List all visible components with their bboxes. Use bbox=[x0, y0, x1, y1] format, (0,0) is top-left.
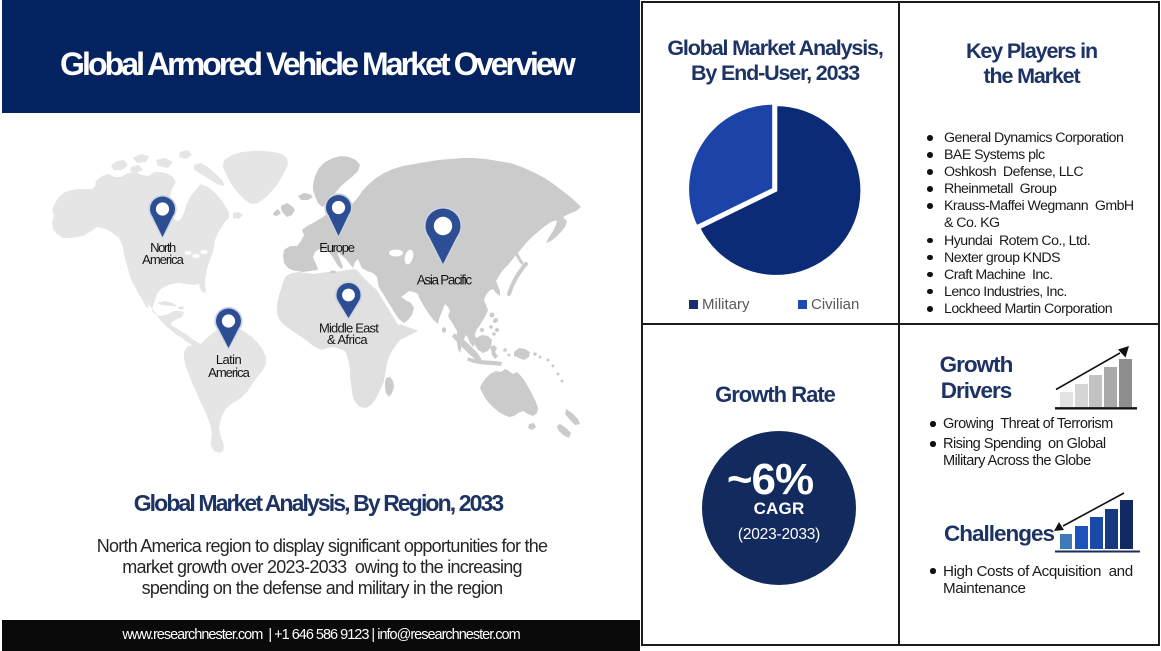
svg-text:North: North bbox=[150, 240, 176, 255]
svg-text:Middle East: Middle East bbox=[319, 321, 379, 336]
svg-text:America: America bbox=[208, 365, 250, 380]
svg-text:Europe: Europe bbox=[319, 240, 354, 255]
svg-text:Latin: Latin bbox=[216, 352, 242, 367]
svg-text:America: America bbox=[142, 252, 184, 267]
svg-text:& Africa: & Africa bbox=[327, 332, 368, 347]
svg-text:Asia Pacific: Asia Pacific bbox=[417, 273, 473, 288]
